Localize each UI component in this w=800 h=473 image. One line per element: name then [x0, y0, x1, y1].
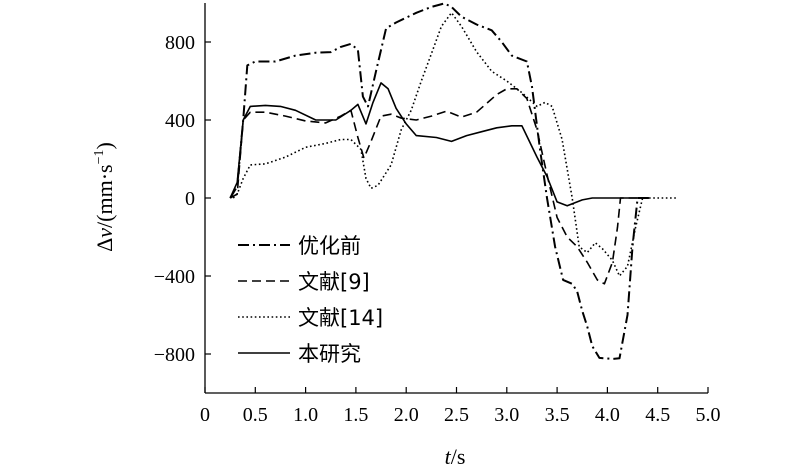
- series-line-2: [232, 12, 678, 277]
- y-tick-label: 800: [165, 32, 195, 54]
- x-tick-label: 3.5: [545, 404, 570, 426]
- y-axis-label: Δv/(mm·s−1): [92, 142, 117, 252]
- x-tick-label: 3.0: [494, 404, 519, 426]
- x-tick-label: 1.5: [343, 404, 368, 426]
- series-line-1: [229, 88, 638, 285]
- x-tick-label: 4.0: [595, 404, 620, 426]
- legend-label: 文献[14]: [298, 306, 383, 330]
- series-line-3: [229, 82, 643, 207]
- x-axis-label: t/s: [445, 444, 466, 469]
- y-axis-ticks: −800 −400 0 400 800: [154, 32, 211, 366]
- legend-label: 优化前: [298, 234, 361, 258]
- x-tick-label: 0: [200, 404, 210, 426]
- y-tick-label: 400: [165, 110, 195, 132]
- x-tick-label: 4.5: [645, 404, 670, 426]
- series-line-0: [229, 2, 653, 360]
- y-tick-label: 0: [185, 188, 195, 210]
- x-axis-ticks: 0 0.5 1.0 1.5 2.0 2.5 3.0 3.5 4.0 4.5 5.0: [200, 387, 721, 426]
- y-tick-label: −800: [154, 344, 195, 366]
- legend-label: 文献[9]: [298, 270, 370, 294]
- y-tick-label: −400: [154, 266, 195, 288]
- x-tick-label: 1.0: [293, 404, 318, 426]
- series-lines: [229, 2, 678, 360]
- legend-label: 本研究: [298, 342, 361, 366]
- x-tick-label: 0.5: [243, 404, 268, 426]
- x-tick-label: 5.0: [696, 404, 721, 426]
- x-tick-label: 2.5: [444, 404, 469, 426]
- x-tick-label: 2.0: [394, 404, 419, 426]
